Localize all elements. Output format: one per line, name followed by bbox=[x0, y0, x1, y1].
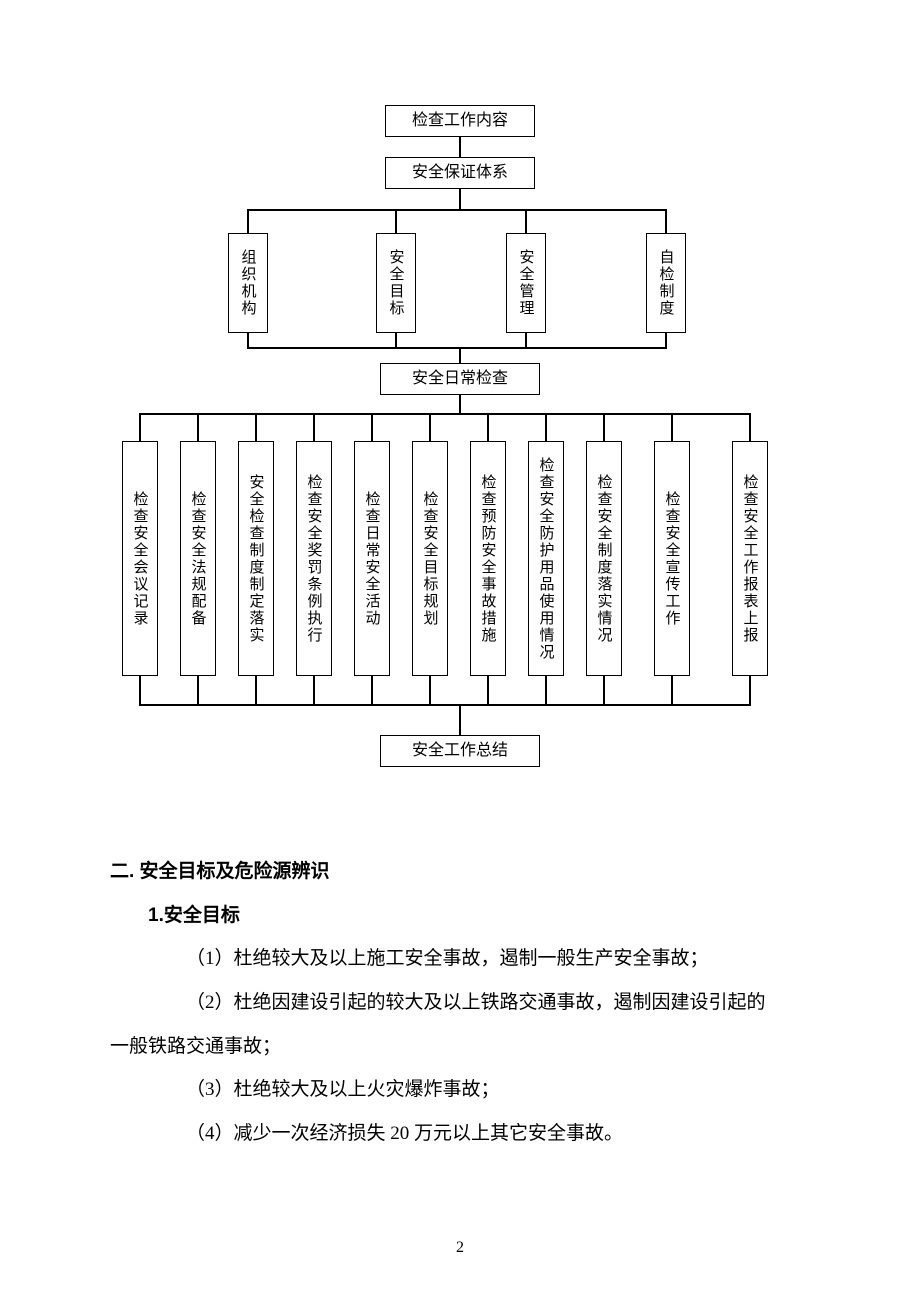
paragraph-4: （4）减少一次经济损失 20 万元以上其它安全事故。 bbox=[148, 1112, 810, 1156]
node-center-below: 安全日常检查 bbox=[380, 363, 540, 395]
node-bottom-4: 检查日常安全活动 bbox=[354, 441, 390, 676]
node-bottom-8: 检查安全制度落实情况 bbox=[586, 441, 622, 676]
paragraph-2b: 一般铁路交通事故； bbox=[110, 1025, 810, 1069]
node-bottom-0: 检查安全会议记录 bbox=[122, 441, 158, 676]
text-section: 二. 安全目标及危险源辨识 1.安全目标 （1）杜绝较大及以上施工安全事故，遏制… bbox=[110, 850, 810, 1156]
flowchart: 检查工作内容 安全保证体系 组织机构 安全目标 安全管理 自检制度 安全日常检查… bbox=[110, 105, 810, 785]
node-mid-0: 组织机构 bbox=[228, 233, 268, 333]
node-summary: 安全工作总结 bbox=[380, 735, 540, 767]
node-top1: 检查工作内容 bbox=[385, 105, 535, 137]
node-mid-3: 自检制度 bbox=[646, 233, 686, 333]
node-bottom-6: 检查预防安全事故措施 bbox=[470, 441, 506, 676]
node-bottom-1: 检查安全法规配备 bbox=[180, 441, 216, 676]
paragraph-1: （1）杜绝较大及以上施工安全事故，遏制一般生产安全事故； bbox=[148, 937, 810, 981]
node-bottom-2: 安全检查制度制定落实 bbox=[238, 441, 274, 676]
node-bottom-10: 检查安全工作报表上报 bbox=[732, 441, 768, 676]
node-top2: 安全保证体系 bbox=[385, 157, 535, 189]
page-number: 2 bbox=[0, 1239, 920, 1257]
node-mid-1: 安全目标 bbox=[376, 233, 416, 333]
node-bottom-7: 检查安全防护用品使用情况 bbox=[528, 441, 564, 676]
node-mid-2: 安全管理 bbox=[506, 233, 546, 333]
paragraph-3: （3）杜绝较大及以上火灾爆炸事故； bbox=[148, 1068, 810, 1112]
paragraph-2a: （2）杜绝因建设引起的较大及以上铁路交通事故，遏制因建设引起的 bbox=[148, 981, 810, 1025]
section-heading: 二. 安全目标及危险源辨识 bbox=[110, 850, 810, 894]
node-bottom-3: 检查安全奖罚条例执行 bbox=[296, 441, 332, 676]
node-bottom-5: 检查安全目标规划 bbox=[412, 441, 448, 676]
node-bottom-9: 检查安全宣传工作 bbox=[654, 441, 690, 676]
sub-heading: 1.安全目标 bbox=[148, 894, 810, 938]
